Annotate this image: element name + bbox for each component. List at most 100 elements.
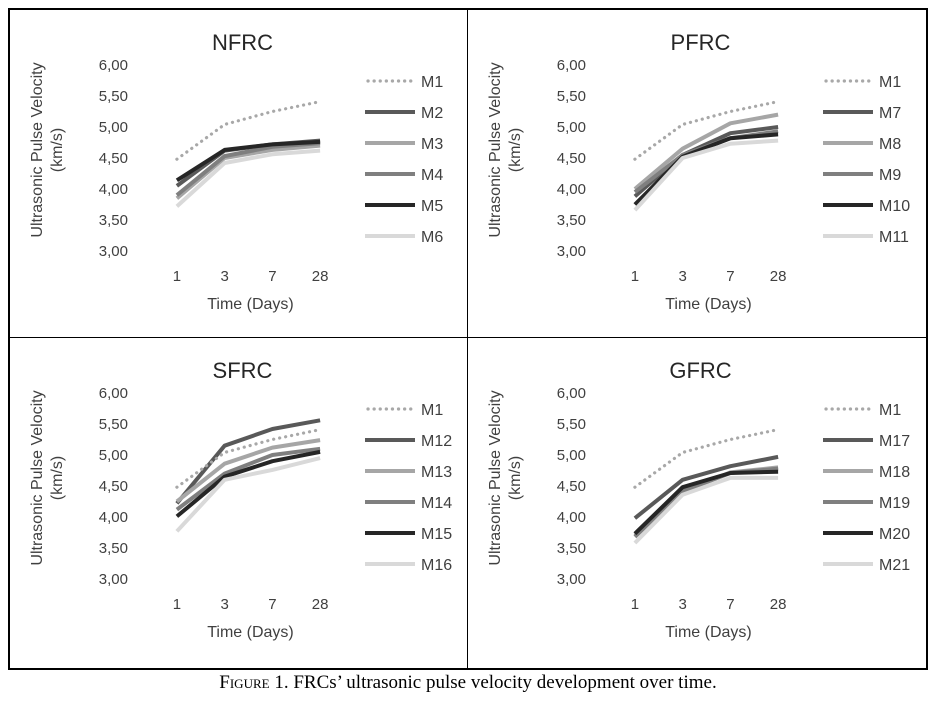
- caption-text: FRCs’ ultrasonic pulse velocity developm…: [293, 672, 717, 693]
- legend-label-m11: M11: [879, 229, 909, 246]
- legend-label-m4: M4: [421, 167, 443, 184]
- legend-label-m1: M1: [421, 74, 443, 91]
- y-tick-label: 4,50: [99, 478, 128, 495]
- legend-label-m18: M18: [879, 464, 910, 481]
- legend-label-m3: M3: [421, 136, 443, 153]
- chart-panel-pfrc: PFRC Ultrasonic Pulse Velocity (km/s) 3,00 3…: [467, 8, 928, 338]
- legend-label-m16: M16: [421, 557, 452, 574]
- legend-label-m1: M1: [879, 402, 901, 419]
- series-line-m21: [633, 475, 779, 545]
- series-line-m15: [175, 449, 321, 518]
- series-line-m1: [175, 99, 322, 161]
- series-line-m20: [633, 469, 779, 536]
- y-tick-label: 4,00: [99, 509, 128, 526]
- y-axis-label: Ultrasonic Pulse Velocity (km/s): [29, 390, 66, 565]
- x-tick-label: 3: [678, 268, 686, 285]
- series-line-m13: [175, 438, 321, 504]
- y-tick-label: 4,00: [557, 509, 586, 526]
- chart-sfrc: SFRC Ultrasonic Pulse Velocity (km/s) 3,00 3…: [29, 358, 452, 641]
- chart-title: SFRC: [213, 358, 273, 383]
- x-tick-label: 1: [173, 268, 181, 285]
- chart-panel-gfrc: GFRC Ultrasonic Pulse Velocity (km/s) 3,00 3…: [467, 337, 928, 670]
- x-axis-label: Time (Days): [665, 624, 752, 641]
- y-tick-label: 5,50: [99, 416, 128, 433]
- y-tick-label: 3,00: [99, 243, 128, 260]
- series-line-m10: [633, 132, 779, 206]
- series-line-m12: [175, 418, 321, 505]
- x-tick-label: 3: [678, 596, 686, 613]
- legend-label-m5: M5: [421, 198, 443, 215]
- x-axis-label: Time (Days): [207, 296, 294, 313]
- x-tick-label: 28: [312, 268, 329, 285]
- y-tick-label: 3,00: [557, 243, 586, 260]
- x-tick-label: 7: [726, 596, 734, 613]
- legend-label-m17: M17: [879, 433, 910, 450]
- legend-label-m15: M15: [421, 526, 452, 543]
- x-tick-label: 1: [631, 596, 639, 613]
- x-tick-label: 1: [173, 596, 181, 613]
- series-line-m1: [175, 427, 322, 489]
- y-tick-label: 5,00: [557, 119, 586, 136]
- x-tick-label: 28: [312, 596, 329, 613]
- y-axis-label: Ultrasonic Pulse Velocity (km/s): [487, 62, 524, 237]
- legend-label-m13: M13: [421, 464, 452, 481]
- legend-label-m2: M2: [421, 105, 443, 122]
- chart-panel-sfrc: SFRC Ultrasonic Pulse Velocity (km/s) 3,00 3…: [8, 337, 468, 670]
- y-tick-label: 3,50: [99, 212, 128, 229]
- y-tick-label: 3,50: [557, 212, 586, 229]
- y-tick-label: 5,00: [99, 447, 128, 464]
- y-tick-label: 6,00: [557, 385, 586, 402]
- y-tick-label: 3,50: [99, 540, 128, 557]
- series-line-m6: [175, 148, 321, 208]
- x-axis-label: Time (Days): [665, 296, 752, 313]
- y-tick-label: 3,00: [99, 571, 128, 588]
- legend-label-m14: M14: [421, 495, 452, 512]
- legend-label-m19: M19: [879, 495, 910, 512]
- x-tick-label: 3: [220, 596, 228, 613]
- legend-label-m1: M1: [879, 74, 901, 91]
- series-line-m14: [175, 446, 321, 512]
- series-line-m8: [633, 112, 779, 191]
- chart-title: PFRC: [671, 30, 731, 55]
- y-tick-label: 5,00: [99, 119, 128, 136]
- y-tick-label: 4,50: [99, 150, 128, 167]
- x-tick-label: 7: [726, 268, 734, 285]
- x-tick-label: 7: [268, 596, 276, 613]
- series-line-m11: [633, 138, 779, 212]
- chart-panel-nfrc: NFRC Ultrasonic Pulse Velocity (km/s) 3,00 3…: [8, 8, 468, 338]
- y-tick-label: 6,00: [99, 57, 128, 74]
- x-tick-label: 1: [631, 268, 639, 285]
- legend-label-m20: M20: [879, 526, 910, 543]
- series-line-m5: [175, 139, 321, 182]
- chart-pfrc: PFRC Ultrasonic Pulse Velocity (km/s) 3,00 3…: [487, 30, 910, 313]
- legend-label-m1: M1: [421, 402, 443, 419]
- y-axis-label: Ultrasonic Pulse Velocity (km/s): [487, 390, 524, 565]
- legend-label-m7: M7: [879, 105, 901, 122]
- chart-title: GFRC: [669, 358, 731, 383]
- series-line-m17: [633, 454, 779, 520]
- chart-nfrc: NFRC Ultrasonic Pulse Velocity (km/s) 3,00 3…: [29, 30, 443, 313]
- legend-label-m8: M8: [879, 136, 901, 153]
- y-tick-label: 4,50: [557, 150, 586, 167]
- legend-label-m21: M21: [879, 557, 910, 574]
- chart-title: NFRC: [212, 30, 273, 55]
- legend-label-m10: M10: [879, 198, 910, 215]
- x-tick-label: 28: [770, 268, 787, 285]
- y-tick-label: 6,00: [99, 385, 128, 402]
- y-tick-label: 4,50: [557, 478, 586, 495]
- figure-label: Figure 1.: [219, 672, 289, 693]
- series-line-m1: [633, 427, 780, 489]
- chart-gfrc: GFRC Ultrasonic Pulse Velocity (km/s) 3,00 3…: [487, 358, 910, 641]
- x-tick-label: 28: [770, 596, 787, 613]
- figure-caption: Figure 1. FRCs’ ultrasonic pulse velocit…: [0, 672, 936, 694]
- x-axis-label: Time (Days): [207, 624, 294, 641]
- legend-label-m9: M9: [879, 167, 901, 184]
- series-line-m1: [633, 99, 780, 161]
- y-tick-label: 5,50: [557, 416, 586, 433]
- y-tick-label: 5,50: [557, 88, 586, 105]
- y-tick-label: 4,00: [557, 181, 586, 198]
- y-axis-label: Ultrasonic Pulse Velocity (km/s): [29, 62, 66, 237]
- series-line-m16: [175, 456, 321, 533]
- x-tick-label: 3: [220, 268, 228, 285]
